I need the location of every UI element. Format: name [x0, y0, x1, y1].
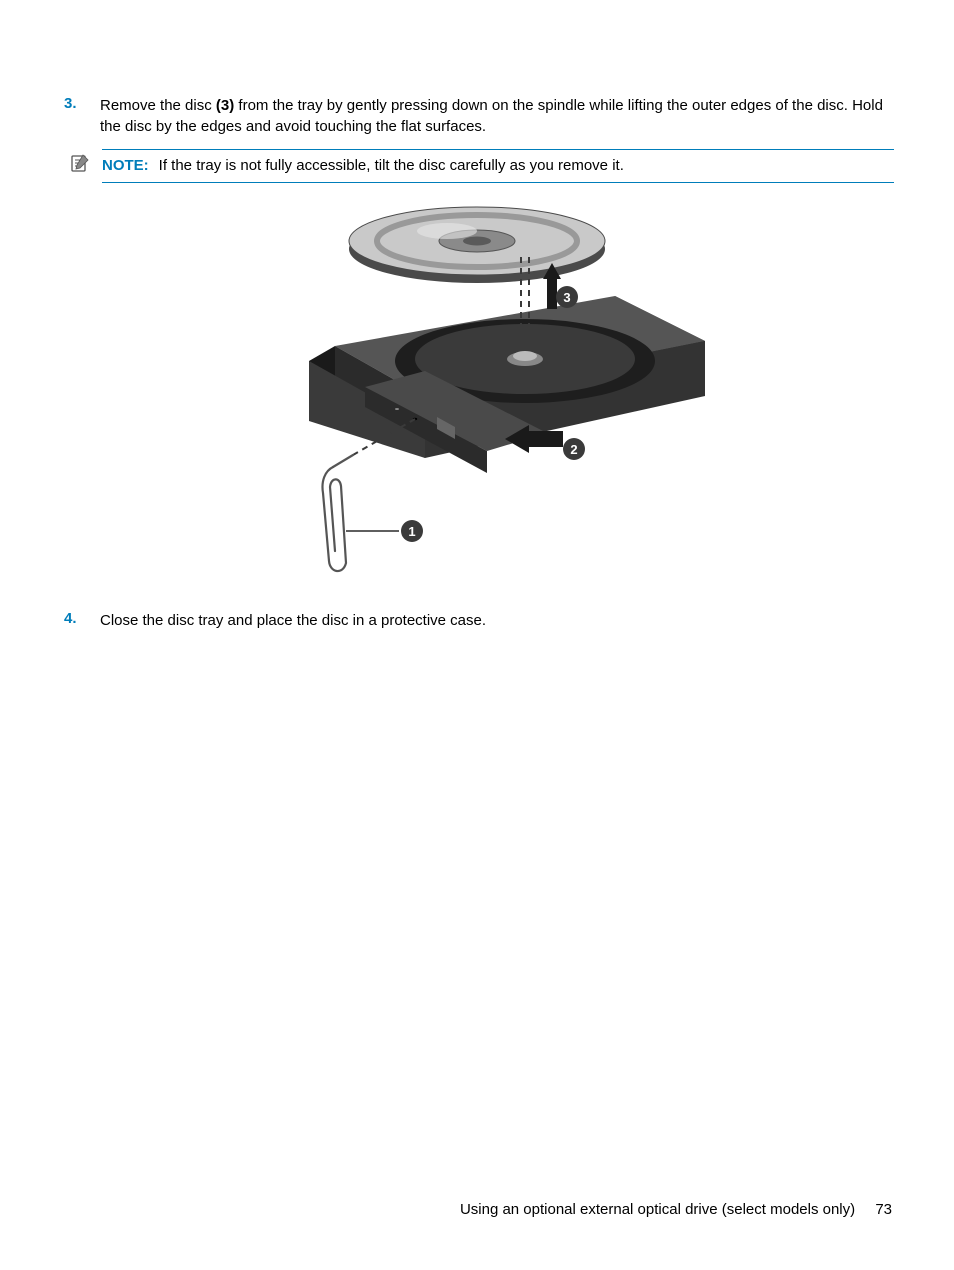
- footer-page-number: 73: [875, 1201, 892, 1218]
- svg-text:3: 3: [563, 290, 570, 305]
- step-number: 3.: [60, 95, 100, 137]
- disc: [349, 207, 605, 283]
- note-block: NOTE: If the tray is not fully accessible…: [70, 149, 894, 183]
- page-footer: Using an optional external optical drive…: [460, 1201, 892, 1218]
- paperclip: [322, 455, 353, 571]
- svg-text:2: 2: [570, 442, 577, 457]
- step-3: 3. Remove the disc (3) from the tray by …: [60, 95, 894, 137]
- note-pencil-icon: [70, 153, 90, 173]
- footer-section-title: Using an optional external optical drive…: [460, 1201, 855, 1218]
- step-text-pre: Remove the disc: [100, 97, 216, 114]
- step-number: 4.: [60, 610, 100, 631]
- callout-1: 1: [401, 520, 423, 542]
- note-text: If the tray is not fully accessible, til…: [159, 157, 624, 174]
- note-label: NOTE:: [102, 157, 149, 174]
- callout-2: 2: [563, 438, 585, 460]
- callout-3: 3: [556, 286, 578, 308]
- note-box: NOTE: If the tray is not fully accessible…: [102, 149, 894, 183]
- step-body: Close the disc tray and place the disc i…: [100, 610, 894, 631]
- step-text-bold: (3): [216, 97, 234, 114]
- svg-text:1: 1: [408, 524, 415, 539]
- step-4: 4. Close the disc tray and place the dis…: [60, 610, 894, 631]
- step-body: Remove the disc (3) from the tray by gen…: [100, 95, 894, 137]
- disc-removal-figure: 1 2 3: [247, 201, 707, 586]
- figure-container: 1 2 3: [60, 201, 894, 586]
- document-page: 3. Remove the disc (3) from the tray by …: [0, 0, 954, 1270]
- step-text-pre: Close the disc tray and place the disc i…: [100, 612, 486, 629]
